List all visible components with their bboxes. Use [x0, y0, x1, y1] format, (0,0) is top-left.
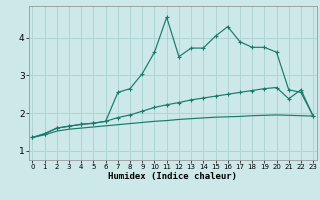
X-axis label: Humidex (Indice chaleur): Humidex (Indice chaleur) — [108, 172, 237, 181]
